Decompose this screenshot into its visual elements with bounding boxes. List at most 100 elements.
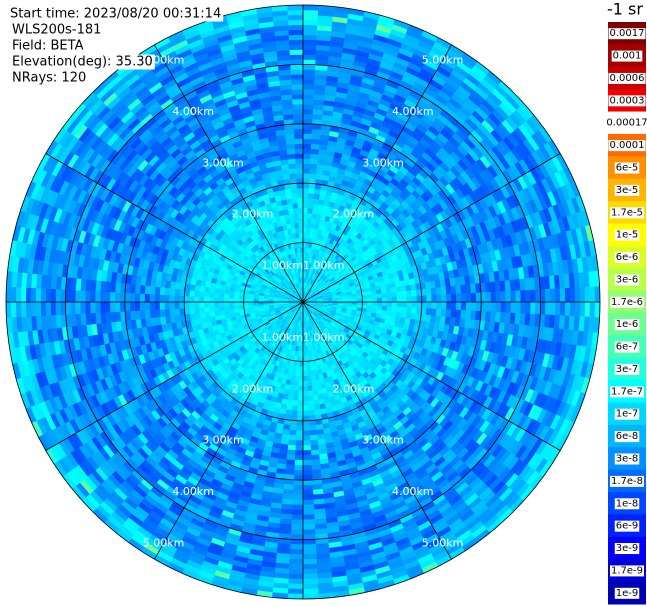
field-cell (289, 424, 297, 431)
field-cell (291, 519, 304, 525)
field-cell (302, 9, 319, 16)
field-cell (302, 385, 308, 392)
field-cell (282, 488, 294, 495)
field-cell (302, 494, 314, 501)
field-cell (289, 558, 304, 565)
field-cell (495, 301, 502, 313)
field-cell (352, 298, 358, 303)
field-cell (470, 301, 477, 312)
field-cell (480, 292, 487, 303)
field-cell (293, 464, 304, 471)
field-cell (310, 158, 319, 165)
field-cell (307, 385, 313, 392)
field-cell (302, 103, 314, 110)
field-cell (302, 464, 313, 471)
field-cell (295, 440, 304, 446)
field-cell (302, 54, 317, 60)
field-cell (549, 288, 556, 303)
field-cell (302, 242, 307, 248)
field-cell (310, 454, 320, 461)
field-cell (520, 290, 526, 303)
field-cell (309, 163, 318, 170)
field-cell (416, 295, 423, 303)
field-cell (302, 143, 312, 149)
field-cell (391, 306, 398, 313)
field-cell (283, 483, 294, 491)
field-cell (430, 308, 437, 317)
field-cell (435, 308, 442, 317)
field-cell (302, 207, 309, 214)
field-cell (425, 308, 432, 316)
field-cell (594, 301, 601, 318)
field-cell (302, 93, 315, 100)
field-cell (308, 183, 316, 189)
field-cell (312, 203, 319, 210)
field-cell (295, 445, 304, 451)
field-cell (311, 128, 322, 135)
field-cell (525, 289, 531, 303)
field-cell (309, 173, 317, 180)
field-cell (302, 519, 315, 525)
field-cell (298, 385, 304, 392)
field-cell (302, 24, 318, 31)
field-cell (302, 509, 315, 516)
field-cell (302, 380, 308, 387)
field-cell (411, 295, 418, 303)
field-cell (302, 415, 310, 422)
field-cell (310, 148, 320, 155)
field-cell (470, 310, 477, 321)
field-cell (292, 499, 304, 506)
field-cell (385, 287, 392, 294)
field-cell (312, 493, 324, 500)
field-cell (288, 429, 297, 436)
field-cell (282, 493, 294, 500)
field-cell (530, 301, 536, 315)
field-cell (456, 301, 462, 311)
field-cell (302, 405, 309, 412)
field-cell (313, 404, 321, 411)
field-cell (289, 553, 304, 560)
field-cell (584, 286, 591, 303)
field-cell (284, 409, 292, 416)
field-cell (440, 286, 447, 295)
field-cell (307, 212, 313, 219)
field-cell (559, 301, 566, 316)
field-cell (440, 309, 447, 318)
field-cell (460, 284, 467, 294)
field-cell (285, 464, 295, 471)
field-cell (554, 301, 561, 316)
field-cell (310, 449, 320, 456)
field-cell (395, 311, 402, 318)
field-cell (288, 568, 304, 575)
field-cell (302, 539, 316, 545)
field-cell (302, 420, 310, 426)
field-cell (406, 307, 412, 314)
field-cell (292, 489, 304, 496)
field-cell (311, 469, 322, 476)
field-cell (376, 297, 383, 303)
field-cell (311, 138, 321, 145)
field-cell (302, 163, 311, 169)
field-cell (347, 296, 353, 300)
field-cell (302, 425, 310, 431)
field-cell (357, 301, 363, 306)
field-cell (386, 297, 393, 303)
field-cell (302, 588, 319, 595)
field-cell (292, 494, 304, 501)
field-cell (302, 197, 309, 204)
field-cell (286, 454, 296, 461)
field-cell (302, 202, 309, 209)
field-cell (489, 281, 496, 293)
field-cell (302, 361, 307, 367)
field-cell (302, 247, 307, 253)
field-cell (311, 464, 321, 471)
field-cell (302, 450, 312, 456)
field-cell (312, 113, 323, 121)
field-cell (305, 351, 309, 357)
field-cell (302, 158, 311, 164)
field-cell (302, 217, 308, 224)
field-cell (484, 282, 492, 293)
field-cell (306, 375, 312, 382)
field-cell (310, 370, 315, 377)
